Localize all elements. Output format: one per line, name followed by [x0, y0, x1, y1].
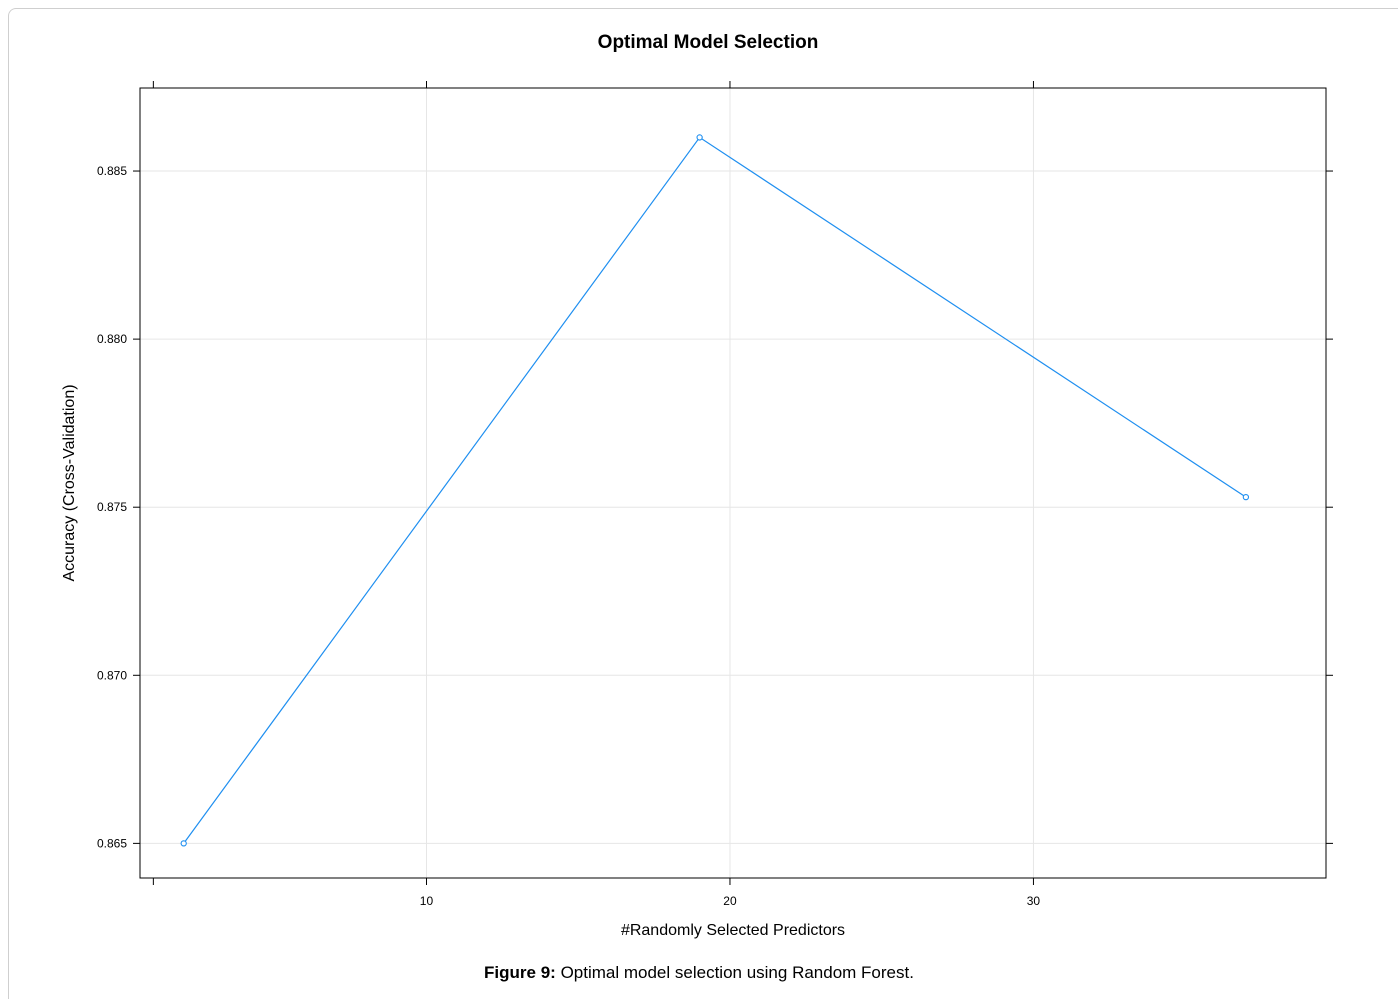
figure-frame: [8, 8, 1398, 999]
chart-title: Optimal Model Selection: [598, 32, 819, 53]
data-point: [696, 134, 703, 141]
caption-label: Figure 9:: [484, 963, 556, 982]
grid: [140, 88, 1326, 878]
figure-caption: Figure 9: Optimal model selection using …: [0, 963, 1398, 983]
series-line: [183, 136, 1247, 844]
y-tick-label: 0.875: [97, 500, 127, 514]
y-tick-label: 0.885: [97, 164, 127, 178]
series: [180, 134, 1250, 847]
plot-area: [139, 87, 1327, 879]
caption-text: Optimal model selection using Random For…: [555, 963, 914, 982]
y-tick-label: 0.865: [97, 836, 127, 850]
data-point: [180, 840, 187, 847]
data-point: [1242, 493, 1250, 501]
y-axis-label: Accuracy (Cross-Validation): [61, 384, 78, 581]
x-tick-label: 10: [420, 894, 434, 908]
y-tick-label: 0.880: [97, 332, 127, 346]
axis-ticks: 10 20 30 0.865 0.870 0.875 0.880 0.885: [97, 81, 1333, 908]
x-axis-label: #Randomly Selected Predictors: [621, 922, 845, 939]
x-tick-label: 20: [723, 894, 737, 908]
x-tick-label: 30: [1027, 894, 1041, 908]
y-tick-label: 0.870: [97, 668, 127, 682]
